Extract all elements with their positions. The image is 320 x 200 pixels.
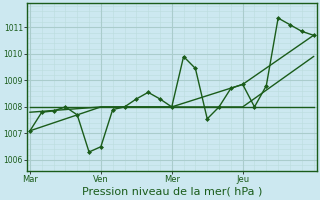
X-axis label: Pression niveau de la mer( hPa ): Pression niveau de la mer( hPa ) [82, 187, 262, 197]
